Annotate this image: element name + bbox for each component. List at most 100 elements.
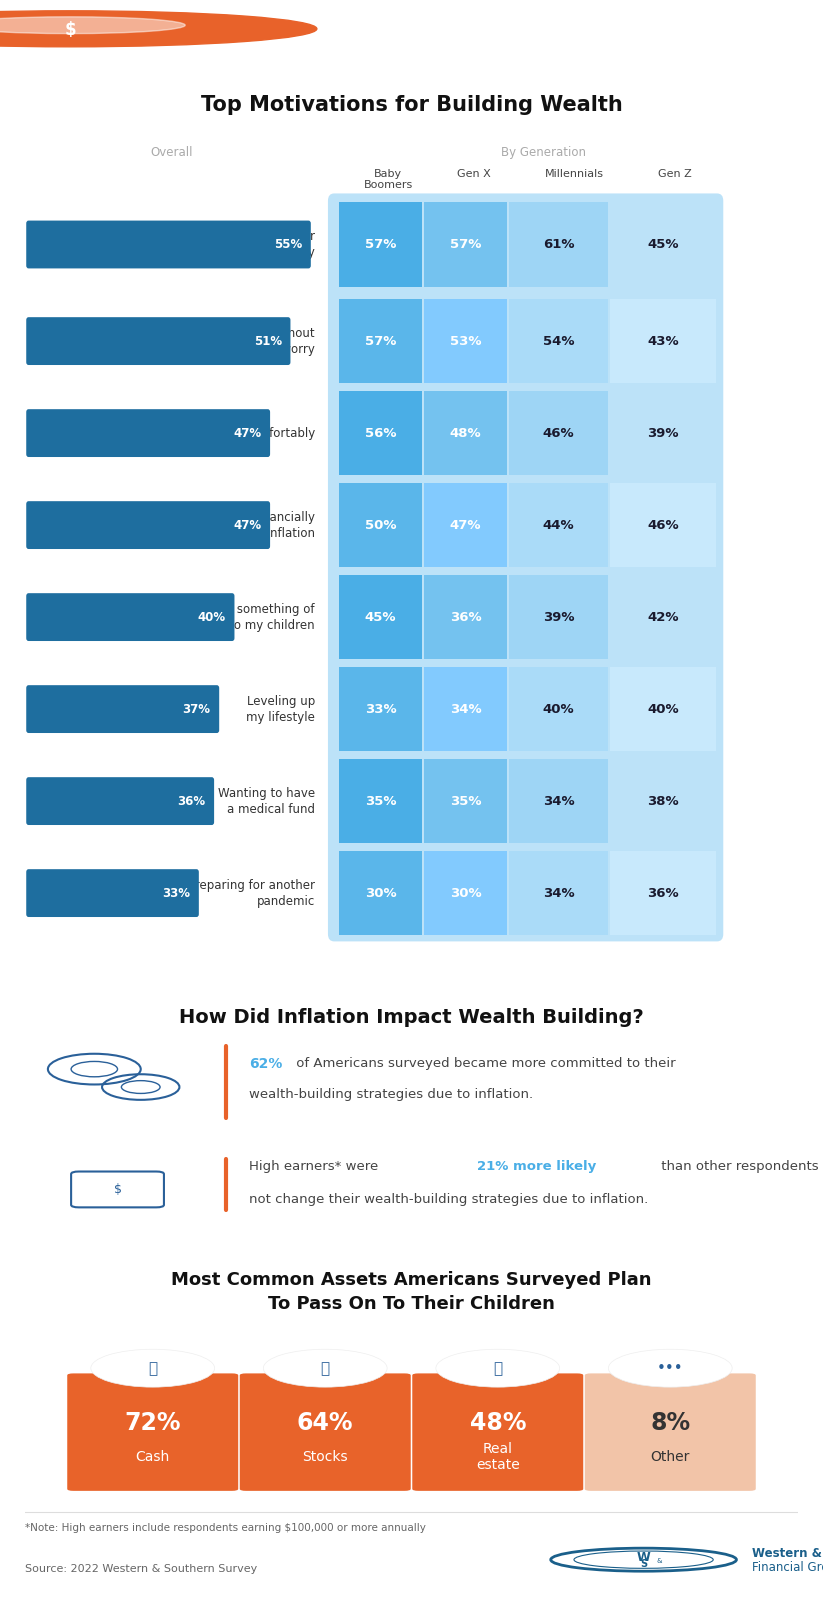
Bar: [610, 483, 716, 568]
Text: 64%: 64%: [297, 1411, 354, 1435]
Text: 50%: 50%: [365, 518, 397, 531]
Text: 46%: 46%: [542, 427, 574, 440]
Text: By Generation: By Generation: [500, 146, 585, 158]
Text: 21% more likely: 21% more likely: [477, 1160, 596, 1173]
Bar: [339, 574, 422, 659]
FancyBboxPatch shape: [26, 778, 214, 826]
Text: •••: •••: [657, 1360, 684, 1376]
Bar: [509, 574, 607, 659]
Text: Financial Group: Financial Group: [752, 1562, 823, 1574]
Text: 43%: 43%: [647, 334, 679, 347]
Circle shape: [263, 1349, 387, 1387]
Text: 34%: 34%: [450, 702, 481, 715]
FancyBboxPatch shape: [239, 1373, 411, 1491]
Text: Overall: Overall: [151, 146, 193, 158]
Bar: [509, 483, 607, 568]
Text: 33%: 33%: [365, 702, 397, 715]
Text: 44%: 44%: [542, 518, 574, 531]
Text: Gen Z: Gen Z: [658, 168, 691, 179]
Text: 39%: 39%: [647, 427, 679, 440]
Bar: [610, 667, 716, 752]
Text: 54%: 54%: [542, 334, 574, 347]
Text: Top Motivations for Building Wealth: Top Motivations for Building Wealth: [201, 94, 622, 115]
Text: 57%: 57%: [365, 238, 396, 251]
Bar: [610, 299, 716, 384]
Bar: [425, 667, 507, 752]
Text: 48%: 48%: [469, 1411, 526, 1435]
Text: 30%: 30%: [365, 886, 397, 899]
Bar: [610, 390, 716, 475]
Text: Millennials: Millennials: [545, 168, 603, 179]
Bar: [425, 483, 507, 568]
Text: 35%: 35%: [450, 795, 481, 808]
Circle shape: [0, 11, 317, 46]
Text: *Note: High earners include respondents earning $100,000 or more annually: *Note: High earners include respondents …: [25, 1523, 425, 1533]
FancyBboxPatch shape: [328, 194, 723, 941]
FancyBboxPatch shape: [26, 317, 291, 365]
Text: How Did Inflation Impact Wealth Building?: How Did Inflation Impact Wealth Building…: [179, 1008, 644, 1027]
Text: 45%: 45%: [365, 611, 397, 624]
Text: $: $: [64, 21, 76, 38]
Bar: [339, 758, 422, 843]
Text: 40%: 40%: [647, 702, 679, 715]
Text: Leaving something of
value to my children: Leaving something of value to my childre…: [188, 603, 314, 632]
Bar: [610, 202, 716, 286]
Bar: [425, 574, 507, 659]
Text: 72%: 72%: [124, 1411, 181, 1435]
Bar: [425, 299, 507, 384]
Text: of Americans surveyed became more committed to their: of Americans surveyed became more commit…: [291, 1058, 675, 1070]
FancyBboxPatch shape: [26, 501, 270, 549]
Text: Stocks: Stocks: [302, 1450, 348, 1464]
Text: 34%: 34%: [542, 795, 574, 808]
Text: 47%: 47%: [234, 518, 262, 531]
Text: 30%: 30%: [450, 886, 481, 899]
Text: not change their wealth-building strategies due to inflation.: not change their wealth-building strateg…: [249, 1194, 649, 1206]
Text: Preparing for another
pandemic: Preparing for another pandemic: [188, 878, 314, 907]
FancyBboxPatch shape: [67, 1373, 238, 1491]
Text: Other: Other: [651, 1450, 690, 1464]
Text: High earners* were: High earners* were: [249, 1160, 383, 1173]
Text: 48%: 48%: [450, 427, 481, 440]
Text: 36%: 36%: [647, 886, 679, 899]
Text: Real
estate: Real estate: [476, 1442, 519, 1472]
Text: 62%: 62%: [249, 1058, 282, 1070]
Text: Retiring comfortably: Retiring comfortably: [193, 427, 314, 440]
Text: Wanting to have
a medical fund: Wanting to have a medical fund: [217, 787, 314, 816]
Bar: [509, 202, 607, 286]
Circle shape: [91, 1349, 215, 1387]
Text: 40%: 40%: [198, 611, 226, 624]
Text: Saving for
an emergency: Saving for an emergency: [230, 230, 314, 259]
Bar: [339, 390, 422, 475]
Text: Most Common Assets Americans Surveyed Plan
To Pass On To Their Children: Most Common Assets Americans Surveyed Pl…: [171, 1270, 652, 1312]
Text: Baby
Boomers: Baby Boomers: [364, 168, 413, 190]
Text: 61%: 61%: [542, 238, 574, 251]
Text: 53%: 53%: [450, 334, 481, 347]
Bar: [509, 851, 607, 936]
Text: Living without
any financial worry: Living without any financial worry: [202, 326, 314, 355]
Text: 35%: 35%: [365, 795, 397, 808]
Text: 47%: 47%: [234, 427, 262, 440]
Text: 46%: 46%: [647, 518, 679, 531]
Text: 37%: 37%: [183, 702, 211, 715]
Bar: [425, 851, 507, 936]
Bar: [339, 851, 422, 936]
Text: 34%: 34%: [542, 886, 574, 899]
Circle shape: [608, 1349, 732, 1387]
Bar: [425, 202, 507, 286]
Text: 🏠: 🏠: [493, 1360, 502, 1376]
FancyBboxPatch shape: [26, 869, 199, 917]
Text: 36%: 36%: [450, 611, 481, 624]
Bar: [509, 390, 607, 475]
Text: 8%: 8%: [650, 1411, 690, 1435]
Text: 45%: 45%: [647, 238, 679, 251]
FancyBboxPatch shape: [585, 1373, 756, 1491]
Text: 56%: 56%: [365, 427, 397, 440]
Bar: [610, 851, 716, 936]
Text: W: W: [637, 1552, 650, 1565]
Bar: [509, 758, 607, 843]
FancyBboxPatch shape: [26, 221, 311, 269]
Bar: [509, 667, 607, 752]
Text: 💵: 💵: [148, 1360, 157, 1376]
Text: Staying financially
safe during inflation: Staying financially safe during inflatio…: [196, 510, 314, 539]
Bar: [610, 758, 716, 843]
